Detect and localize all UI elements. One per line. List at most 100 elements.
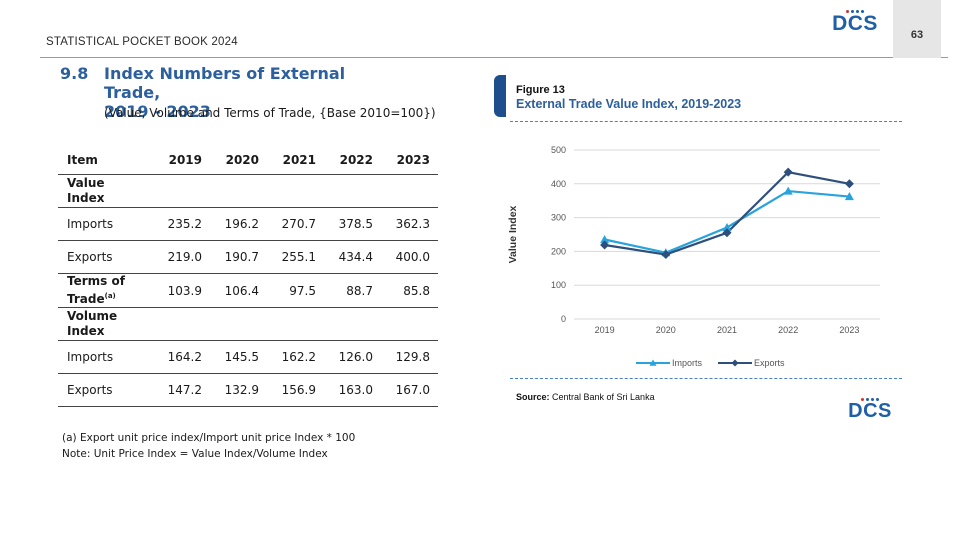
dcs-logo-figure: DCS — [846, 398, 894, 421]
table-cell: 129.8 — [395, 350, 430, 364]
row-label: Imports — [58, 341, 153, 374]
column-header: Item — [67, 153, 98, 167]
figure-bottom-divider — [510, 378, 902, 379]
page-number: 63 — [910, 29, 924, 41]
table-cell — [381, 308, 438, 341]
table-cell: 378.5 — [338, 217, 373, 231]
section-title: Index Numbers of External Trade, 2019 - … — [104, 64, 404, 121]
data-point — [722, 228, 732, 238]
row-label: Terms of Trade(a) — [58, 274, 153, 308]
table-cell — [153, 175, 210, 208]
table-cell — [210, 175, 267, 208]
x-tick-label: 2020 — [656, 325, 676, 335]
table-row: Exports 147.2 132.9 156.9 163.0 167.0 — [58, 374, 438, 407]
data-point — [783, 167, 793, 177]
legend-label: Exports — [754, 358, 785, 368]
data-point — [649, 359, 657, 366]
row-label-text: Exports — [67, 250, 113, 264]
x-tick-label: 2022 — [778, 325, 798, 335]
footnote-note: Note: Unit Price Index = Value Index/Vol… — [62, 448, 328, 460]
data-point — [844, 179, 854, 189]
logo-dots-icon — [846, 398, 894, 402]
section-subtitle: (Value, Volume and Terms of Trade, {Base… — [104, 106, 436, 120]
figure-title: External Trade Value Index, 2019-2023 — [516, 97, 742, 111]
row-label-text: Terms of Trade — [67, 274, 125, 306]
column-header: 2020 — [225, 153, 259, 167]
page-number-tab — [893, 0, 941, 58]
table-cell: 163.0 — [338, 383, 373, 397]
table-body: Value Index Imports 235.2 196.2 270.7 378.5 36… — [58, 175, 438, 407]
table-cell: 270.7 — [281, 217, 316, 231]
table-cell: 219.0 — [167, 250, 202, 264]
data-point — [600, 240, 610, 250]
table-row: Value Index — [58, 175, 438, 208]
table-cell: 362.3 — [395, 217, 430, 231]
data-point — [600, 235, 610, 244]
table-cell: 434.4 — [338, 250, 373, 264]
table-cell: 126.0 — [338, 350, 373, 364]
table-cell: 145.5 — [224, 350, 259, 364]
row-label-text: Imports — [67, 217, 114, 231]
x-tick-label: 2023 — [839, 325, 859, 335]
logo-text: DCS — [848, 400, 892, 422]
y-tick-label: 100 — [551, 280, 566, 290]
figure-source: Source: Central Bank of Sri Lanka — [516, 392, 655, 402]
section-number: 9.8 — [60, 64, 89, 83]
figure-label: Figure 13 — [516, 84, 565, 96]
data-point — [844, 192, 854, 201]
table-header-row: Item 2019 2020 2021 2022 2023 — [58, 146, 438, 175]
row-label-text: Exports — [67, 383, 113, 397]
figure-accent-bar — [494, 75, 506, 117]
row-label: Volume Index — [58, 308, 153, 341]
y-tick-label: 0 — [561, 314, 566, 324]
footnote-marker: (a) — [104, 292, 116, 300]
row-label: Exports — [58, 241, 153, 274]
table-cell — [381, 175, 438, 208]
y-axis-label: Value Index — [507, 205, 519, 263]
table-cell: 167.0 — [395, 383, 430, 397]
value-index-chart: 0 100 200 300 400 500 2019 2020 2021 2022 2023 Valu… — [507, 145, 880, 368]
data-point — [783, 186, 793, 195]
row-label: Imports — [58, 208, 153, 241]
column-header: 2023 — [396, 153, 430, 167]
table-cell: 156.9 — [281, 383, 316, 397]
source-text: Central Bank of Sri Lanka — [549, 392, 655, 402]
table-cell: 162.2 — [281, 350, 316, 364]
table-cell: 132.9 — [224, 383, 259, 397]
table-cell: 235.2 — [167, 217, 202, 231]
dcs-logo-header: DCS — [832, 10, 878, 34]
figure-top-divider — [510, 121, 902, 122]
table-cell: 88.7 — [346, 283, 373, 298]
table-cell — [324, 175, 381, 208]
table-cell — [210, 308, 267, 341]
table-row: Terms of Trade(a) 103.9 106.4 97.5 88.7 85.8 — [58, 274, 438, 308]
source-label: Source: — [516, 392, 550, 402]
table-row: Imports 164.2 145.5 162.2 126.0 129.8 — [58, 341, 438, 374]
legend-label: Imports — [672, 358, 703, 368]
table-cell — [267, 308, 324, 341]
logo-text: DCS — [832, 12, 878, 35]
table-cell — [153, 308, 210, 341]
table-cell: 106.4 — [224, 283, 259, 298]
table-cell — [267, 175, 324, 208]
column-header: 2019 — [168, 153, 202, 167]
table-cell: 196.2 — [224, 217, 259, 231]
logo-dots-icon — [832, 10, 878, 14]
row-label: Value Index — [58, 175, 153, 208]
column-header: 2021 — [282, 153, 316, 167]
header-divider — [40, 57, 948, 58]
row-label-text: Value Index — [67, 176, 105, 205]
data-point — [731, 359, 739, 367]
y-tick-label: 500 — [551, 145, 566, 155]
table-cell: 97.5 — [289, 283, 316, 298]
x-tick-label: 2019 — [595, 325, 615, 335]
section-title-line1: Index Numbers of External Trade, — [104, 64, 346, 102]
series-line-exports — [604, 170, 850, 256]
data-point — [722, 223, 732, 232]
row-label-text: Imports — [67, 350, 114, 364]
table-cell: 400.0 — [395, 250, 430, 264]
header-title: STATISTICAL POCKET BOOK 2024 — [46, 36, 238, 48]
table-cell: 147.2 — [167, 383, 202, 397]
trade-index-table: Item 2019 2020 2021 2022 2023 Value Inde… — [58, 146, 438, 407]
x-tick-label: 2021 — [717, 325, 737, 335]
